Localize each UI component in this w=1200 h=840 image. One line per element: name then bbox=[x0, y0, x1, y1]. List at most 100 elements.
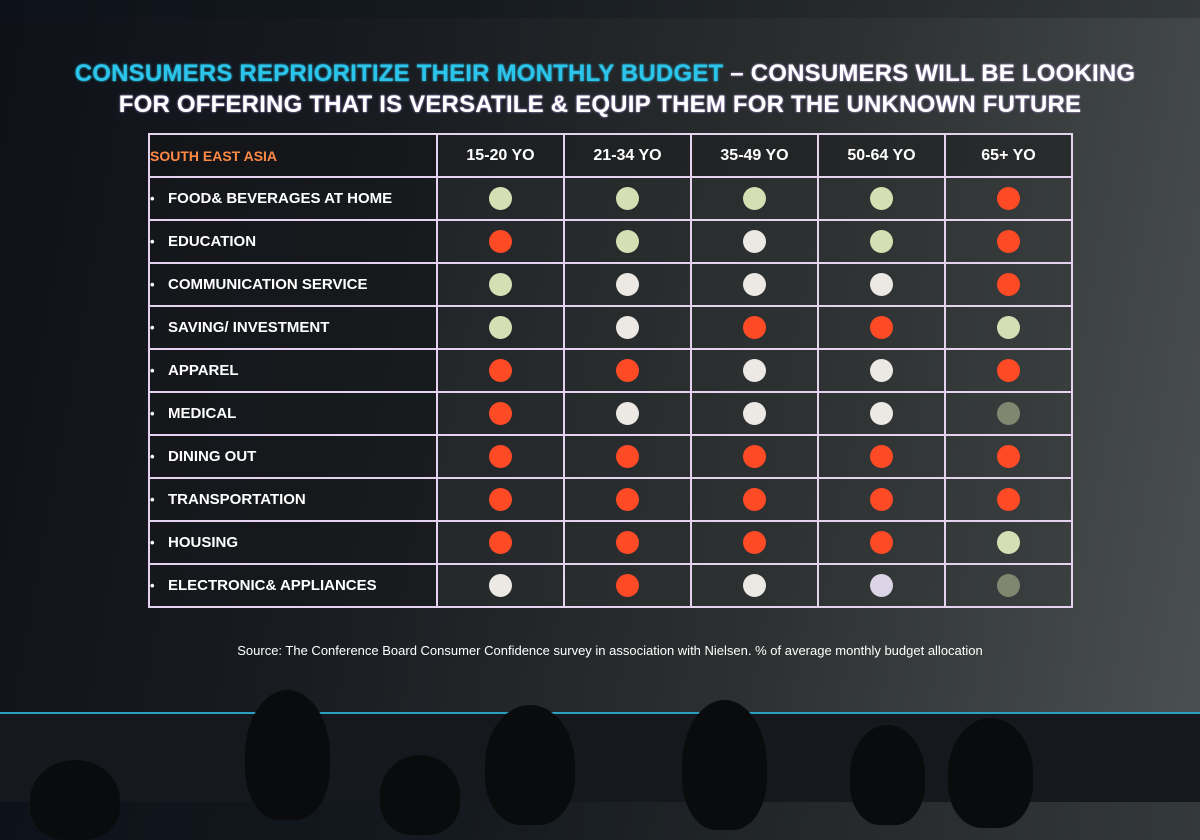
source-note: Source: The Conference Board Consumer Co… bbox=[237, 643, 983, 658]
status-dot-white-icon bbox=[616, 273, 639, 296]
status-dot-red-icon bbox=[743, 488, 766, 511]
status-dot-white-icon bbox=[743, 359, 766, 382]
status-cell bbox=[817, 434, 946, 479]
status-cell bbox=[436, 219, 565, 264]
status-dot-red-icon bbox=[870, 488, 893, 511]
row-label-text: COMMUNICATION SERVICE bbox=[168, 276, 368, 293]
status-cell bbox=[436, 348, 565, 393]
status-dot-green-icon bbox=[997, 316, 1020, 339]
status-dot-green-icon bbox=[489, 316, 512, 339]
status-dot-red-icon bbox=[870, 316, 893, 339]
title-accent: CONSUMERS REPRIORITIZE THEIR MONTHLY BUD… bbox=[74, 60, 724, 87]
status-cell bbox=[436, 477, 565, 522]
status-cell bbox=[944, 176, 1073, 221]
status-dot-white-icon bbox=[743, 574, 766, 597]
status-cell bbox=[817, 176, 946, 221]
status-dot-white-icon bbox=[743, 230, 766, 253]
status-dot-white-icon bbox=[616, 402, 639, 425]
status-dot-white-icon bbox=[616, 316, 639, 339]
status-dot-red-icon bbox=[489, 359, 512, 382]
status-cell bbox=[817, 348, 946, 393]
status-cell bbox=[944, 520, 1073, 565]
table-row: • MEDICAL bbox=[148, 391, 1073, 436]
column-header: 65+ YO bbox=[944, 133, 1073, 178]
status-cell bbox=[690, 520, 819, 565]
status-cell bbox=[690, 563, 819, 608]
status-cell bbox=[944, 391, 1073, 436]
row-label: • APPAREL bbox=[148, 348, 438, 393]
status-dot-olive-icon bbox=[997, 402, 1020, 425]
bullet-icon: • bbox=[150, 406, 155, 421]
table-row: • TRANSPORTATION bbox=[148, 477, 1073, 522]
status-dot-red-icon bbox=[997, 230, 1020, 253]
status-cell bbox=[944, 434, 1073, 479]
region-label: SOUTH EAST ASIA bbox=[148, 133, 438, 178]
bullet-icon: • bbox=[150, 492, 155, 507]
status-cell bbox=[944, 219, 1073, 264]
status-dot-red-icon bbox=[489, 402, 512, 425]
status-dot-white-icon bbox=[870, 273, 893, 296]
status-dot-red-icon bbox=[870, 445, 893, 468]
status-dot-green-icon bbox=[870, 187, 893, 210]
row-label-text: DINING OUT bbox=[168, 448, 257, 465]
status-dot-green-icon bbox=[870, 230, 893, 253]
status-cell bbox=[436, 391, 565, 436]
row-label-text: SAVING/ INVESTMENT bbox=[168, 319, 330, 336]
status-dot-green-icon bbox=[997, 531, 1020, 554]
bullet-icon: • bbox=[150, 320, 155, 335]
status-dot-white-icon bbox=[870, 359, 893, 382]
status-dot-red-icon bbox=[743, 316, 766, 339]
title-line-1: CONSUMERS REPRIORITIZE THEIR MONTHLY BUD… bbox=[0, 58, 1200, 89]
status-cell bbox=[944, 262, 1073, 307]
status-cell bbox=[563, 391, 692, 436]
title-line-2: FOR OFFERING THAT IS VERSATILE & EQUIP T… bbox=[118, 91, 1082, 118]
column-header: 15-20 YO bbox=[436, 133, 565, 178]
status-cell bbox=[563, 520, 692, 565]
status-cell bbox=[563, 262, 692, 307]
status-cell bbox=[690, 477, 819, 522]
row-label-text: HOUSING bbox=[168, 534, 239, 551]
status-cell bbox=[690, 219, 819, 264]
row-label: • MEDICAL bbox=[148, 391, 438, 436]
row-label-text: EDUCATION bbox=[168, 233, 257, 250]
status-cell bbox=[563, 563, 692, 608]
audience-head bbox=[30, 760, 120, 840]
row-label: • EDUCATION bbox=[148, 219, 438, 264]
status-cell bbox=[690, 391, 819, 436]
column-header: 50-64 YO bbox=[817, 133, 946, 178]
row-label: • ELECTRONIC& APPLIANCES bbox=[148, 563, 438, 608]
status-cell bbox=[817, 477, 946, 522]
row-label: • HOUSING bbox=[148, 520, 438, 565]
status-cell bbox=[690, 176, 819, 221]
row-label-text: ELECTRONIC& APPLIANCES bbox=[168, 577, 377, 594]
status-dot-white-icon bbox=[743, 273, 766, 296]
audience-head bbox=[682, 700, 767, 830]
status-cell bbox=[944, 563, 1073, 608]
status-cell bbox=[563, 477, 692, 522]
row-label-text: APPAREL bbox=[168, 362, 239, 379]
status-cell bbox=[817, 219, 946, 264]
status-dot-green-icon bbox=[616, 230, 639, 253]
status-dot-red-icon bbox=[997, 187, 1020, 210]
column-header: 35-49 YO bbox=[690, 133, 819, 178]
status-cell bbox=[817, 305, 946, 350]
slide-title: CONSUMERS REPRIORITIZE THEIR MONTHLY BUD… bbox=[0, 58, 1200, 120]
table-row: • FOOD& BEVERAGES AT HOME bbox=[148, 176, 1073, 221]
status-dot-red-icon bbox=[489, 488, 512, 511]
status-cell bbox=[436, 520, 565, 565]
status-cell bbox=[944, 477, 1073, 522]
status-cell bbox=[944, 348, 1073, 393]
table-row: • HOUSING bbox=[148, 520, 1073, 565]
bullet-icon: • bbox=[150, 234, 155, 249]
bullet-icon: • bbox=[150, 191, 155, 206]
row-label: • COMMUNICATION SERVICE bbox=[148, 262, 438, 307]
bullet-icon: • bbox=[150, 449, 155, 464]
status-cell bbox=[563, 434, 692, 479]
audience-head bbox=[850, 725, 925, 825]
row-label-text: MEDICAL bbox=[168, 405, 237, 422]
status-dot-green-icon bbox=[616, 187, 639, 210]
status-dot-red-icon bbox=[997, 273, 1020, 296]
audience-head bbox=[948, 718, 1033, 828]
table-header-row: SOUTH EAST ASIA 15-20 YO 21-34 YO 35-49 … bbox=[148, 133, 1073, 178]
status-cell bbox=[563, 219, 692, 264]
